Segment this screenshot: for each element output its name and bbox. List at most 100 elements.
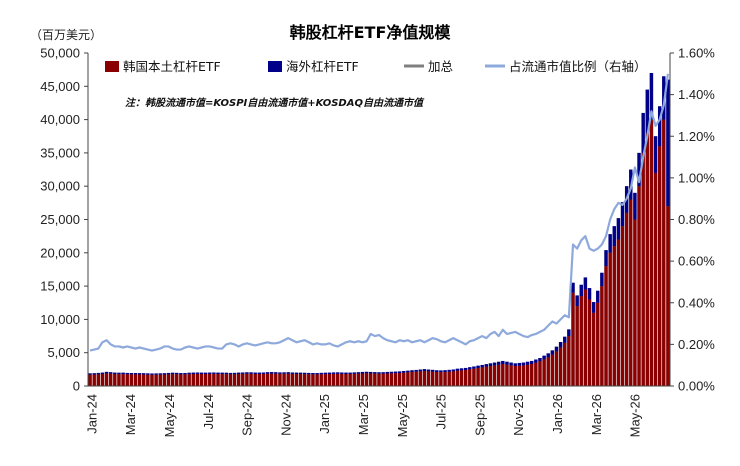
domestic-bar	[282, 373, 286, 386]
overseas-bar	[323, 372, 328, 375]
domestic-bar	[575, 306, 579, 386]
domestic-bar	[373, 373, 377, 386]
x-tick-label: Jan-24	[84, 394, 99, 434]
overseas-bar	[216, 372, 220, 375]
overseas-bar	[348, 372, 352, 375]
overseas-bar	[439, 370, 443, 373]
overseas-bar	[418, 369, 422, 372]
x-tick-label: Mar-24	[123, 394, 138, 435]
overseas-bar	[476, 365, 480, 369]
domestic-bar	[191, 374, 195, 386]
legend-label-ratio: 占流通市值比例（右轴）	[509, 59, 647, 74]
overseas-bar	[286, 372, 290, 374]
domestic-bar	[323, 374, 328, 386]
overseas-bar	[451, 369, 455, 372]
domestic-bar	[208, 373, 212, 386]
x-tick-label: Sep-25	[472, 394, 487, 436]
overseas-bar	[232, 372, 237, 375]
overseas-bar	[414, 369, 418, 372]
overseas-bar	[472, 366, 476, 369]
overseas-bar	[575, 295, 579, 307]
overseas-bar	[649, 72, 654, 120]
overseas-bar	[616, 218, 621, 240]
x-axis-ticks: Jan-24 Mar-24 May-24 Jul-24 Sep-24 Nov-24 Jan-…	[84, 394, 642, 437]
domestic-bar	[546, 357, 550, 386]
overseas-bar	[426, 369, 431, 372]
overseas-bar	[133, 373, 138, 375]
x-tick-label: Jul-24	[201, 394, 216, 429]
overseas-bar	[583, 277, 588, 290]
overseas-bar	[443, 370, 447, 373]
right-tick-label: 0.80%	[678, 212, 715, 227]
overseas-bar	[183, 373, 187, 375]
overseas-bar	[142, 373, 146, 375]
domestic-bar	[249, 373, 253, 386]
domestic-bar	[166, 374, 171, 386]
legend-label-domestic: 韩国本土杠杆ETF	[123, 59, 221, 74]
overseas-bar	[117, 372, 121, 375]
overseas-bar	[385, 371, 389, 374]
domestic-bar	[121, 374, 125, 386]
domestic-bar	[298, 374, 303, 386]
overseas-bar	[220, 372, 224, 375]
overseas-bar	[377, 372, 381, 374]
domestic-bar	[530, 364, 534, 386]
left-tick-label: 10,000	[40, 312, 80, 327]
overseas-bar	[468, 367, 472, 370]
bar-series-group	[88, 72, 670, 386]
overseas-bar	[352, 372, 356, 374]
domestic-bar	[100, 374, 105, 386]
domestic-bar	[430, 371, 435, 386]
left-tick-label: 25,000	[40, 212, 80, 227]
overseas-bar	[430, 369, 435, 372]
overseas-bar	[278, 372, 282, 374]
overseas-bar	[261, 372, 266, 374]
overseas-bar	[121, 372, 125, 375]
domestic-bar	[447, 371, 451, 386]
domestic-bar	[600, 286, 604, 386]
overseas-bar	[402, 371, 406, 373]
domestic-bar	[422, 371, 427, 386]
overseas-bar	[146, 373, 150, 375]
domestic-bar	[563, 342, 567, 386]
x-tick-label: Sep-24	[240, 394, 255, 436]
domestic-bar	[199, 374, 204, 386]
overseas-bar	[455, 368, 460, 371]
left-tick-label: 35,000	[40, 145, 80, 160]
domestic-bar	[534, 362, 538, 386]
overseas-bar	[369, 371, 373, 374]
domestic-bar	[369, 373, 373, 386]
domestic-bar	[154, 374, 158, 386]
domestic-bar	[179, 374, 183, 386]
left-tick-label: 15,000	[40, 279, 80, 294]
right-tick-label: 0.40%	[678, 295, 715, 310]
domestic-bar	[311, 374, 315, 386]
chart-title: 韩股杠杆ETF净值规模	[290, 23, 452, 42]
domestic-bar	[517, 365, 522, 386]
ratio-line	[89, 73, 670, 352]
domestic-bar	[637, 186, 641, 386]
domestic-bar	[245, 373, 249, 386]
left-tick-label: 45,000	[40, 79, 80, 94]
legend-swatch-domestic	[105, 61, 119, 72]
domestic-bar	[175, 374, 179, 386]
axes	[87, 53, 671, 387]
right-tick-label: 1.20%	[678, 129, 715, 144]
domestic-bar	[104, 373, 109, 386]
overseas-bar	[517, 362, 522, 366]
domestic-bar	[142, 374, 146, 386]
overseas-bar	[257, 372, 261, 375]
domestic-bar	[657, 146, 662, 386]
overseas-bar	[410, 370, 414, 373]
overseas-bar	[538, 358, 542, 362]
domestic-bar	[253, 373, 257, 386]
overseas-bar	[612, 226, 616, 247]
domestic-bar	[501, 364, 505, 386]
overseas-bar	[356, 372, 361, 374]
domestic-bar	[653, 172, 658, 386]
y-axis-unit-label: （百万美元）	[30, 28, 102, 42]
domestic-bar	[472, 368, 476, 386]
domestic-bar	[641, 152, 645, 386]
domestic-bar	[468, 369, 472, 386]
overseas-bar	[125, 372, 129, 375]
